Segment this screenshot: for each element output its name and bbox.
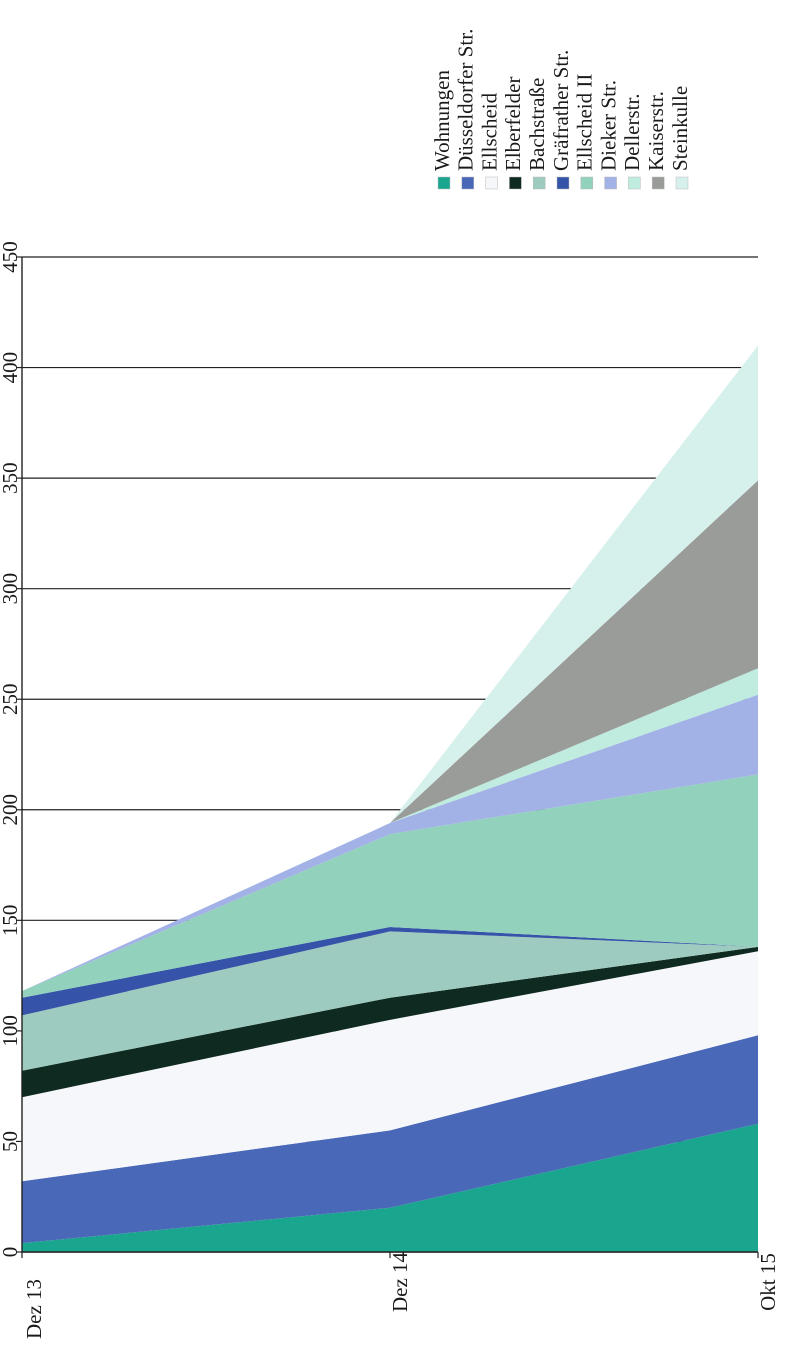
legend-label: Ellscheid	[477, 92, 501, 171]
area-series-2	[22, 951, 758, 1182]
legend-label: Kaiserstr.	[644, 91, 668, 171]
category-tick-label: Dez 13	[22, 1279, 46, 1339]
legend-swatch	[604, 176, 617, 190]
legend-swatch	[461, 176, 475, 190]
legend-item: Wohnungen	[430, 70, 454, 190]
area-series-1	[22, 1035, 758, 1244]
area-series-5	[22, 926, 758, 1016]
legend-label: Bachstraße	[525, 78, 549, 171]
legend-item: Bachstraße	[525, 78, 549, 190]
area-series-6	[22, 774, 758, 998]
area-series-3	[22, 946, 758, 1098]
legend-swatch	[675, 176, 689, 190]
legend-item: Ellscheid II	[573, 74, 597, 190]
value-tick-label: 300	[0, 573, 22, 605]
legend-label: Düsseldorfer Str.	[454, 29, 478, 171]
legend-label: Ellscheid II	[573, 74, 597, 171]
legend-label: Steinkulle	[668, 86, 692, 171]
axes: 0 50 100 150 200 250 300 350 400 450 Dez 13 Dez 14 O…	[0, 241, 780, 1339]
value-tick-label: 150	[0, 905, 22, 937]
category-tick-label: Okt 15	[756, 1253, 780, 1311]
plot-area: 0 50 100 150 200 250 300 350 400 450 Dez 13 Dez 14 O…	[0, 241, 780, 1339]
legend-swatch	[532, 176, 546, 190]
legend-label: Wohnungen	[430, 70, 454, 171]
value-tick-label: 200	[0, 794, 22, 826]
legend-item: Gräfrather Str.	[549, 50, 573, 190]
legend-swatch	[651, 176, 665, 190]
value-tick-label: 350	[0, 462, 22, 494]
area-series-0	[22, 1123, 758, 1252]
legend-swatch	[509, 176, 522, 190]
legend-swatch	[485, 176, 498, 190]
legend-item: Kaiserstr.	[644, 91, 668, 190]
legend-item: Dellerstr.	[620, 93, 644, 190]
legend-label: Dellerstr.	[620, 93, 644, 171]
area-series-8	[22, 668, 758, 992]
area-series-4	[22, 931, 758, 1071]
legend-item: Dieker Str.	[596, 80, 620, 190]
legend-swatch	[437, 176, 451, 190]
value-tick-label: 0	[0, 1247, 22, 1258]
legend-swatch	[556, 176, 570, 190]
legend-swatch	[580, 176, 594, 190]
value-tick-label: 50	[0, 1131, 22, 1152]
legend-item: Ellscheid	[477, 92, 501, 190]
value-tick-label: 450	[0, 241, 22, 273]
area-series	[22, 345, 758, 1252]
area-series-7	[22, 694, 758, 992]
category-tick-label: Dez 14	[388, 1251, 412, 1312]
legend-label: Dieker Str.	[596, 80, 620, 171]
legend-item: Düsseldorfer Str.	[454, 29, 478, 190]
value-tick-label: 250	[0, 683, 22, 715]
value-tick-label: 400	[0, 352, 22, 384]
legend-swatch	[628, 176, 641, 190]
value-tick-label: 100	[0, 1015, 22, 1047]
legend-item: Elberfelder	[501, 77, 525, 190]
legend-label: Elberfelder	[501, 77, 525, 171]
legend-item: Steinkulle	[668, 86, 692, 190]
legend-label: Gräfrather Str.	[549, 50, 573, 171]
